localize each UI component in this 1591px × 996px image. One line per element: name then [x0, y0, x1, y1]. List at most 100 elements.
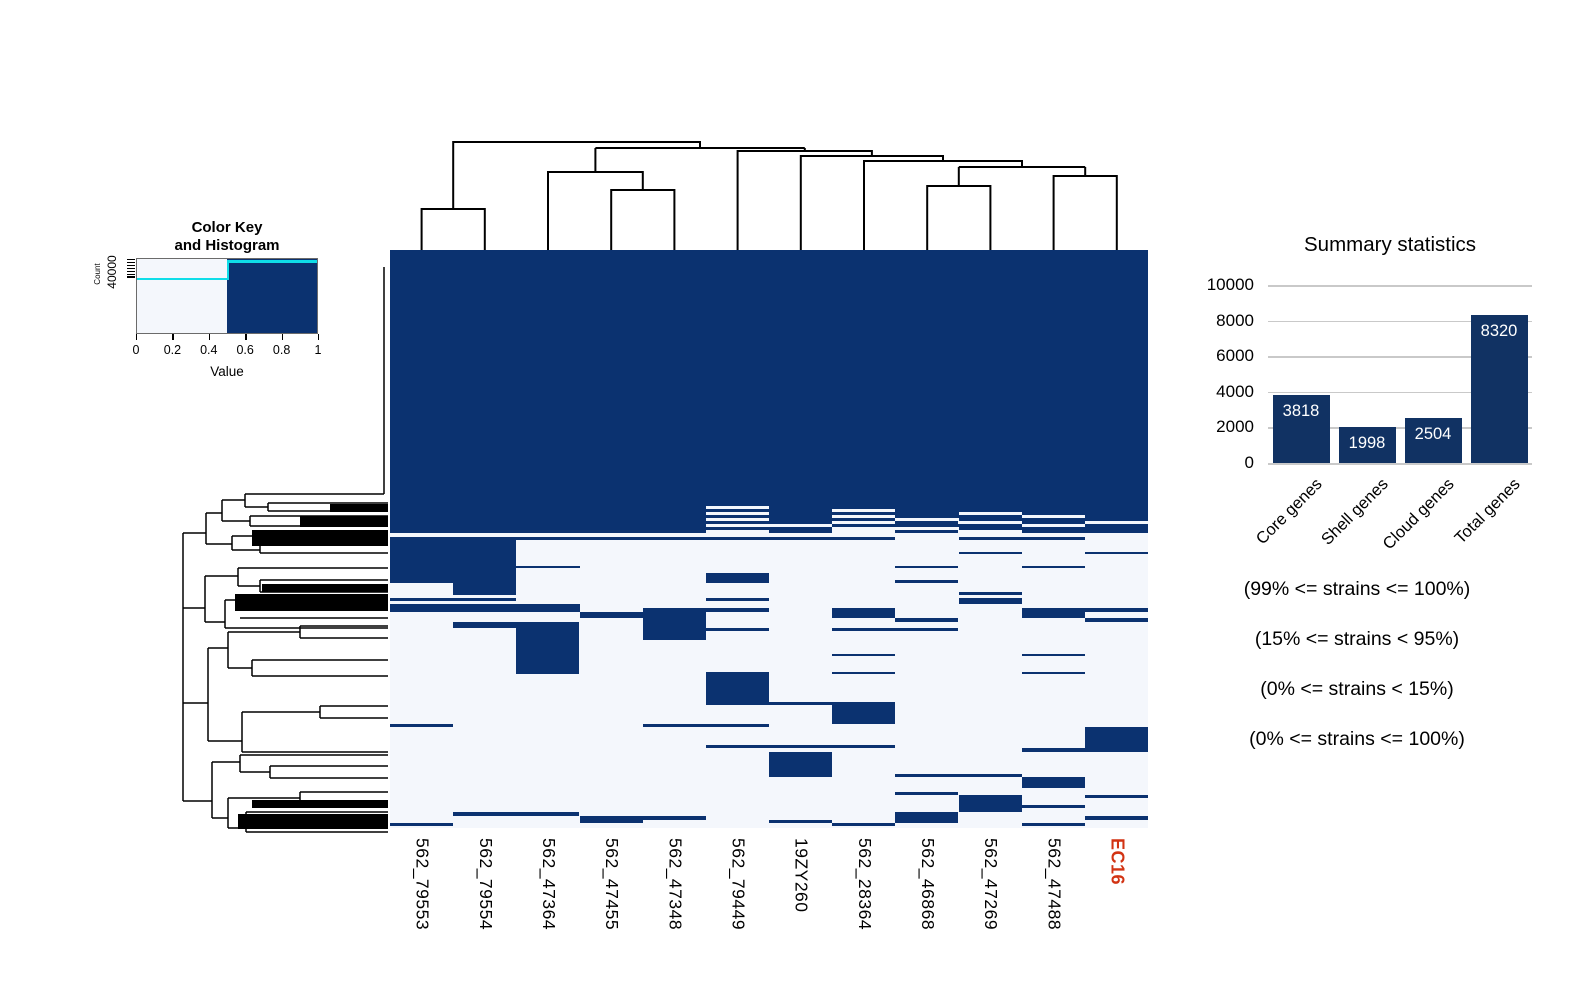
heatmap-cell-block	[958, 552, 1022, 554]
heatmap-cell-block	[958, 598, 1022, 601]
heatmap-cell-block	[579, 816, 706, 820]
heatmap-cell-block	[769, 752, 833, 774]
heatmap-cell-block	[390, 580, 517, 583]
heatmap-cell-block	[1021, 612, 1085, 618]
bar-chart-gridline	[1268, 391, 1532, 394]
summary-bar-value: 8320	[1480, 321, 1518, 340]
heatmap-matrix	[390, 250, 1148, 828]
heatmap-cell-block	[516, 640, 580, 654]
heatmap-cell-block	[579, 820, 643, 823]
heatmap-column-label: 562_47269	[981, 838, 1002, 931]
heatmap-cell-block	[1021, 672, 1085, 674]
bar-chart-y-tick-label: 10000	[1206, 275, 1254, 294]
heatmap-cell-block	[895, 509, 1148, 512]
heatmap-cell-block	[958, 798, 1022, 805]
heatmap-cell-block	[390, 509, 833, 512]
summary-bar	[1272, 395, 1330, 463]
color-key-x-tick	[318, 334, 320, 340]
heatmap-cell-block	[705, 702, 896, 705]
heatmap-cell-block	[390, 512, 706, 515]
heatmap-cell-block	[642, 618, 706, 622]
strain-range-note: (99% <= strains <= 100%)	[1243, 578, 1471, 600]
heatmap-cell-block	[390, 524, 706, 527]
heatmap-cell-block	[453, 592, 517, 595]
bar-chart-gridline	[1268, 320, 1532, 323]
column-dendrogram	[420, 141, 1118, 250]
heatmap-cell-block	[1021, 748, 1148, 752]
color-key-x-tick	[136, 334, 138, 340]
heatmap-cell-block	[390, 724, 454, 727]
heatmap-cell-block	[705, 745, 896, 748]
heatmap-column-label: EC16	[1107, 838, 1128, 886]
color-key-title-line1: Color Key	[191, 219, 263, 236]
heatmap-cell-block	[390, 506, 706, 509]
heatmap-cell-block	[642, 608, 769, 612]
heatmap-cell-block	[832, 705, 896, 724]
heatmap-cell-block	[1021, 566, 1085, 568]
heatmap-cell-block	[769, 506, 1148, 509]
heatmap-cell-block	[958, 805, 1085, 808]
heatmap-column-label: 562_79554	[475, 838, 496, 931]
bar-chart-gridline	[1268, 427, 1532, 429]
color-key-x-tick-label: 0	[132, 343, 140, 357]
heatmap-cell-block	[516, 656, 580, 672]
color-key-title-line2: and Histogram	[174, 237, 280, 254]
bar-chart-gridline	[1268, 356, 1532, 358]
heatmap-cell-block	[516, 631, 580, 640]
bar-chart-y-tick-label: 2000	[1216, 417, 1254, 437]
heatmap-cell-block	[390, 537, 896, 540]
strain-range-note: (15% <= strains < 95%)	[1254, 628, 1460, 650]
heatmap-cell-block	[390, 527, 833, 530]
heatmap-cell-block	[958, 527, 1148, 530]
heatmap-cell-block	[390, 823, 454, 826]
heatmap-cell-block	[1084, 745, 1148, 748]
color-key-x-tick-label: 0.4	[200, 343, 218, 357]
heatmap-cell-block	[390, 598, 517, 601]
heatmap-cell-block	[1021, 512, 1148, 515]
heatmap-cell-block	[895, 580, 959, 583]
heatmap-cell-block	[1021, 654, 1085, 656]
summary-bar-value: 2504	[1414, 425, 1452, 444]
heatmap-cell-block	[895, 618, 959, 622]
heatmap-cell-block	[832, 628, 959, 631]
heatmap-cell-block	[769, 518, 896, 521]
summary-bar-value: 1998	[1348, 434, 1386, 453]
heatmap-cell-block	[895, 774, 1022, 777]
heatmap-cell-block	[832, 524, 1022, 527]
heatmap-cell-block	[1084, 515, 1148, 518]
heatmap-cell-block	[832, 612, 896, 618]
color-key-low-bin	[137, 259, 227, 333]
summary-bar	[1338, 427, 1396, 463]
color-key-y-tick	[127, 259, 135, 261]
heatmap-column-label: 562_79553	[412, 838, 433, 931]
strain-range-note: (0% <= strains < 15%)	[1260, 678, 1454, 700]
color-key-y-tick	[127, 264, 135, 267]
heatmap-cell-block	[390, 552, 517, 554]
heatmap-column-label: 562_79449	[728, 838, 749, 931]
color-key-x-axis-label: Value	[210, 364, 244, 379]
heatmap-column-label: 562_47455	[602, 838, 623, 931]
heatmap-cell-block	[958, 795, 1022, 798]
heatmap-cell-block	[958, 537, 1085, 540]
histogram-trace-step	[227, 260, 229, 280]
heatmap-cell-block	[705, 580, 769, 583]
color-key-x-tick-label: 0.2	[163, 343, 182, 357]
heatmap-cell-block	[390, 573, 517, 580]
summary-bar	[1470, 314, 1528, 463]
bar-chart-gridline	[1268, 285, 1532, 287]
bar-chart-y-tick-label: 0	[1244, 453, 1254, 472]
heatmap-cell-block	[832, 672, 896, 674]
heatmap-cell-block	[895, 792, 959, 795]
heatmap-cell-block	[516, 654, 580, 656]
heatmap-cell-block	[453, 583, 517, 592]
color-key-y-tick	[127, 276, 135, 278]
heatmap-cell-block	[516, 628, 580, 631]
color-key-x-tick	[245, 334, 247, 340]
heatmap-cell-block	[958, 592, 1022, 595]
color-key-high-bin	[227, 259, 317, 333]
heatmap-cell-block	[390, 518, 706, 521]
heatmap-cell-block	[390, 568, 517, 573]
summary-bar	[1404, 418, 1462, 463]
